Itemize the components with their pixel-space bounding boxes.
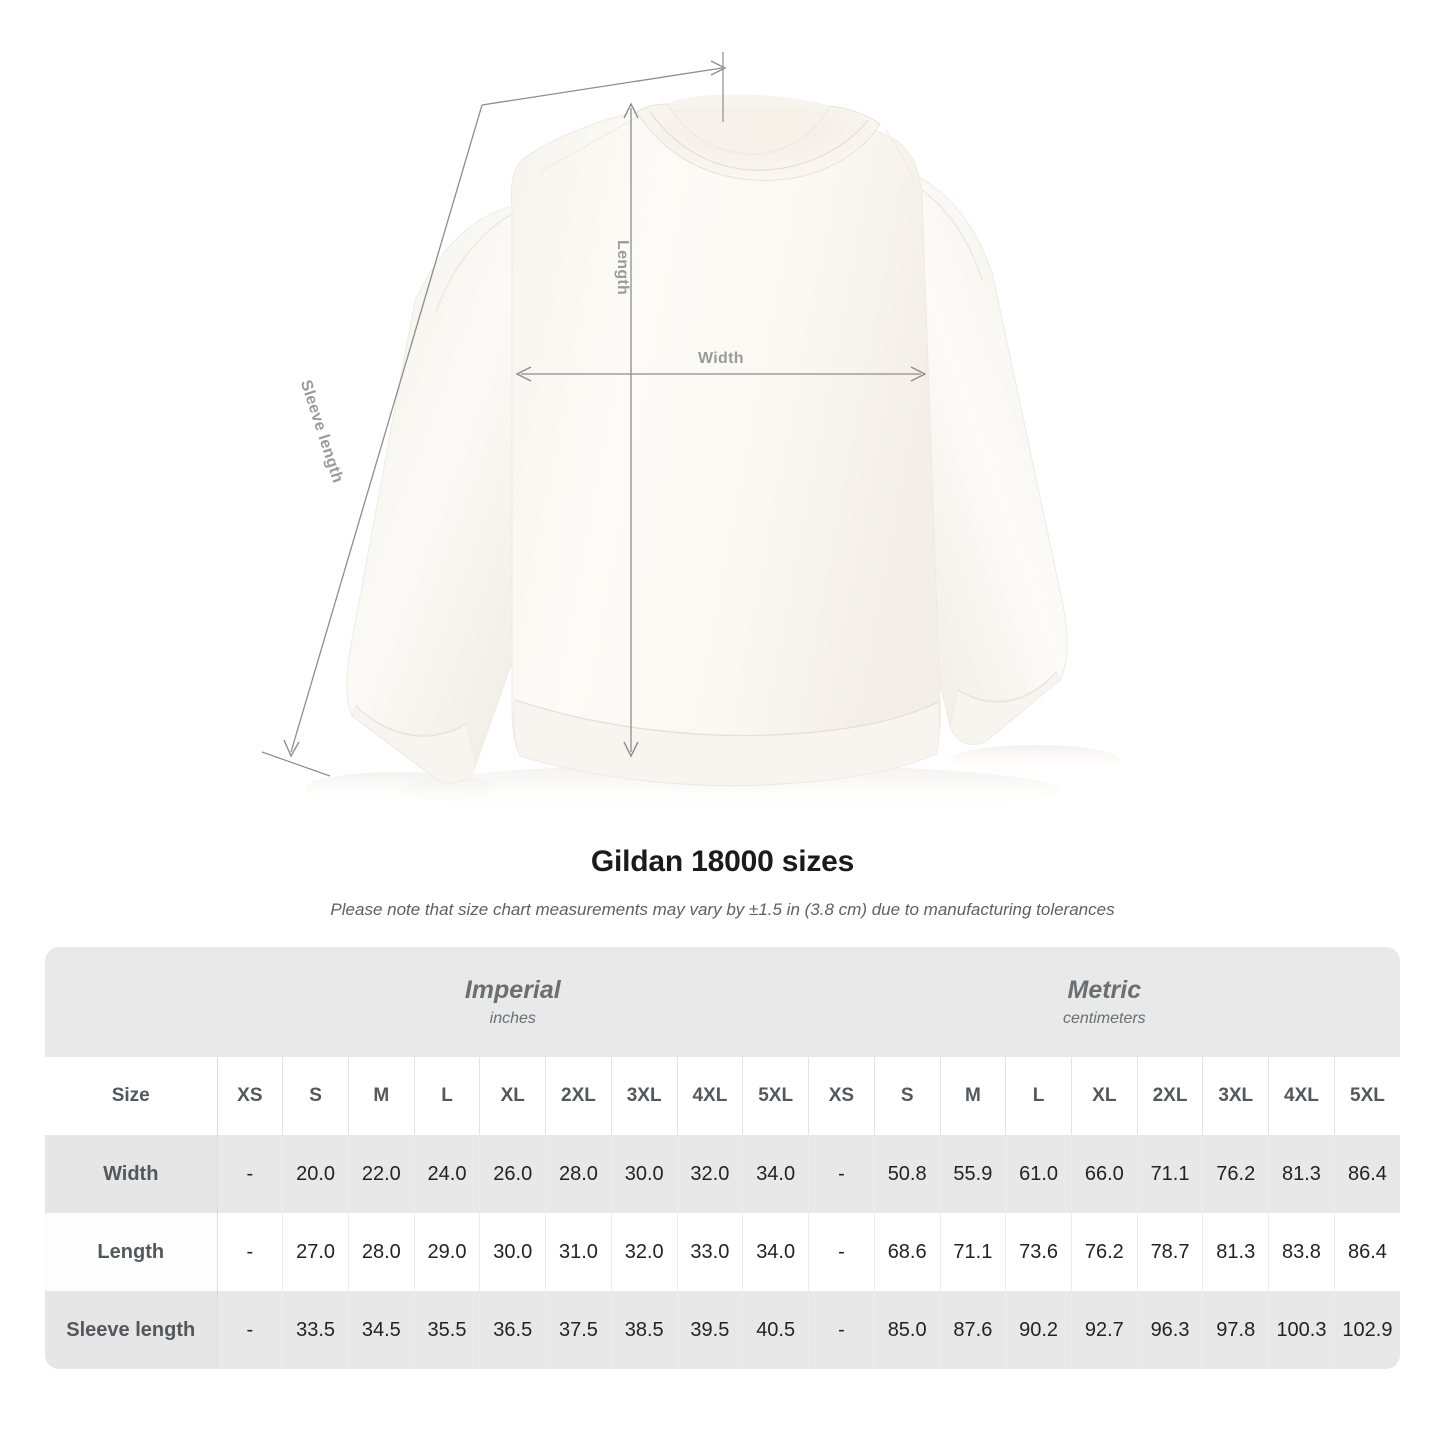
table-row-sleeve-length: Sleeve length -33.5 34.5 35.5 36.5 37.5 38.5 39… bbox=[45, 1291, 1401, 1369]
cell-length-imperial-2xl: 31.0 bbox=[545, 1213, 612, 1291]
cell-sleeve-length-imperial-xl: 36.5 bbox=[479, 1291, 547, 1369]
size-header-metric-5xl: 5XL bbox=[1334, 1057, 1401, 1135]
size-header-imperial-m: M bbox=[348, 1057, 415, 1135]
size-header-metric-l: L bbox=[1005, 1057, 1072, 1135]
cell-sleeve-length-metric-xs: - bbox=[808, 1291, 875, 1369]
size-header-metric-3xl: 3XL bbox=[1202, 1057, 1270, 1135]
size-header-metric-m: M bbox=[940, 1057, 1007, 1135]
size-header-imperial-s: S bbox=[282, 1057, 349, 1135]
cell-sleeve-length-metric-4xl: 100.3 bbox=[1268, 1291, 1335, 1369]
sweatshirt-illustration bbox=[261, 52, 1120, 816]
unit-banner-spacer bbox=[45, 947, 217, 1057]
cell-sleeve-length-metric-5xl: 102.9 bbox=[1334, 1291, 1401, 1369]
size-header-imperial-4xl: 4XL bbox=[677, 1057, 744, 1135]
size-header-row: Size XS S M L XL 2XL 3XL 4XL 5XL XS S M L XL 2XL 3XL 4XL 5… bbox=[45, 1057, 1401, 1135]
table-row-width: Width -20.0 22.0 24.0 26.0 28.0 30.0 32.0 34.0-5… bbox=[45, 1135, 1401, 1213]
size-header-metric-xs: XS bbox=[808, 1057, 875, 1135]
cell-width-imperial-xs: - bbox=[217, 1135, 284, 1213]
tolerance-note: Please note that size chart measurements… bbox=[330, 900, 1115, 919]
width-dimension-label: Width bbox=[698, 350, 744, 367]
cell-sleeve-length-imperial-2xl: 37.5 bbox=[545, 1291, 612, 1369]
cell-width-metric-5xl: 86.4 bbox=[1334, 1135, 1401, 1213]
garment-diagram: Length Width Sleeve length bbox=[261, 52, 1120, 816]
cell-width-metric-xl: 66.0 bbox=[1071, 1135, 1138, 1213]
cell-length-imperial-4xl: 33.0 bbox=[677, 1213, 744, 1291]
cell-length-imperial-xs: - bbox=[217, 1213, 284, 1291]
cell-sleeve-length-metric-xl: 92.7 bbox=[1071, 1291, 1138, 1369]
cell-width-metric-3xl: 76.2 bbox=[1202, 1135, 1270, 1213]
cell-length-metric-m: 71.1 bbox=[940, 1213, 1007, 1291]
cell-sleeve-length-metric-m: 87.6 bbox=[940, 1291, 1007, 1369]
cell-length-imperial-3xl: 32.0 bbox=[611, 1213, 678, 1291]
size-chart-table-container: Imperial inches Metric centimeters Size XS S M L… bbox=[45, 947, 1401, 1369]
table-row-length: Length -27.0 28.0 29.0 30.0 31.0 32.0 33.0 34.0-… bbox=[45, 1213, 1401, 1291]
unit-banner-row: Imperial inches Metric centimeters bbox=[45, 947, 1401, 1057]
cell-width-imperial-m: 22.0 bbox=[348, 1135, 415, 1213]
page-title: Gildan 18000 sizes bbox=[590, 845, 855, 878]
cell-length-metric-3xl: 81.3 bbox=[1202, 1213, 1270, 1291]
size-column-header: Size bbox=[45, 1057, 218, 1135]
cell-width-imperial-s: 20.0 bbox=[282, 1135, 349, 1213]
cell-width-metric-4xl: 81.3 bbox=[1268, 1135, 1335, 1213]
cell-length-imperial-5xl: 34.0 bbox=[742, 1213, 810, 1291]
size-header-imperial-xl: XL bbox=[479, 1057, 547, 1135]
unit-banner-metric: Metric centimeters bbox=[808, 947, 1401, 1057]
cell-width-imperial-3xl: 30.0 bbox=[611, 1135, 678, 1213]
size-header-imperial-5xl: 5XL bbox=[742, 1057, 810, 1135]
cell-length-metric-2xl: 78.7 bbox=[1137, 1213, 1204, 1291]
cell-length-metric-xl: 76.2 bbox=[1071, 1213, 1138, 1291]
cell-length-imperial-xl: 30.0 bbox=[479, 1213, 547, 1291]
unit-name: Metric bbox=[1067, 975, 1142, 1004]
row-label-length: Length bbox=[45, 1213, 218, 1291]
length-dimension-label: Length bbox=[614, 240, 631, 296]
cell-sleeve-length-metric-2xl: 96.3 bbox=[1137, 1291, 1204, 1369]
cell-width-imperial-l: 24.0 bbox=[414, 1135, 481, 1213]
cell-sleeve-length-imperial-m: 34.5 bbox=[348, 1291, 415, 1369]
cell-length-imperial-m: 28.0 bbox=[348, 1213, 415, 1291]
size-header-imperial-l: L bbox=[414, 1057, 481, 1135]
cell-width-metric-l: 61.0 bbox=[1005, 1135, 1072, 1213]
cell-sleeve-length-imperial-3xl: 38.5 bbox=[611, 1291, 678, 1369]
cell-sleeve-length-imperial-4xl: 39.5 bbox=[677, 1291, 744, 1369]
unit-subtitle: inches bbox=[489, 1010, 536, 1028]
row-label-width: Width bbox=[45, 1135, 218, 1213]
size-header-imperial-3xl: 3XL bbox=[611, 1057, 678, 1135]
cell-sleeve-length-imperial-l: 35.5 bbox=[414, 1291, 481, 1369]
cell-width-metric-m: 55.9 bbox=[940, 1135, 1007, 1213]
size-header-metric-4xl: 4XL bbox=[1268, 1057, 1335, 1135]
cell-sleeve-length-metric-l: 90.2 bbox=[1005, 1291, 1072, 1369]
size-chart-table: Imperial inches Metric centimeters Size XS S M L… bbox=[45, 947, 1401, 1369]
size-header-imperial-2xl: 2XL bbox=[545, 1057, 612, 1135]
cell-sleeve-length-metric-s: 85.0 bbox=[874, 1291, 941, 1369]
cell-sleeve-length-imperial-5xl: 40.5 bbox=[742, 1291, 810, 1369]
cell-length-metric-l: 73.6 bbox=[1005, 1213, 1072, 1291]
unit-banner-imperial: Imperial inches bbox=[217, 947, 809, 1057]
cell-width-metric-2xl: 71.1 bbox=[1137, 1135, 1204, 1213]
cell-length-metric-5xl: 86.4 bbox=[1334, 1213, 1401, 1291]
cell-width-imperial-5xl: 34.0 bbox=[742, 1135, 810, 1213]
cell-length-imperial-s: 27.0 bbox=[282, 1213, 349, 1291]
unit-name: Imperial bbox=[464, 975, 561, 1004]
cell-width-imperial-2xl: 28.0 bbox=[545, 1135, 612, 1213]
cell-length-metric-s: 68.6 bbox=[874, 1213, 941, 1291]
cell-length-imperial-l: 29.0 bbox=[414, 1213, 481, 1291]
size-header-metric-xl: XL bbox=[1071, 1057, 1138, 1135]
cell-length-metric-4xl: 83.8 bbox=[1268, 1213, 1335, 1291]
size-header-imperial-xs: XS bbox=[217, 1057, 284, 1135]
cell-width-imperial-4xl: 32.0 bbox=[677, 1135, 744, 1213]
cell-length-metric-xs: - bbox=[808, 1213, 875, 1291]
cell-width-metric-s: 50.8 bbox=[874, 1135, 941, 1213]
cell-sleeve-length-metric-3xl: 97.8 bbox=[1202, 1291, 1270, 1369]
unit-subtitle: centimeters bbox=[1062, 1010, 1146, 1028]
cell-width-imperial-xl: 26.0 bbox=[479, 1135, 547, 1213]
size-header-metric-2xl: 2XL bbox=[1137, 1057, 1204, 1135]
size-header-metric-s: S bbox=[874, 1057, 941, 1135]
cell-sleeve-length-imperial-s: 33.5 bbox=[282, 1291, 349, 1369]
title-block: Gildan 18000 sizes Please note that size… bbox=[0, 845, 1445, 920]
row-label-sleeve-length: Sleeve length bbox=[45, 1291, 218, 1369]
cell-sleeve-length-imperial-xs: - bbox=[217, 1291, 284, 1369]
cell-width-metric-xs: - bbox=[808, 1135, 875, 1213]
